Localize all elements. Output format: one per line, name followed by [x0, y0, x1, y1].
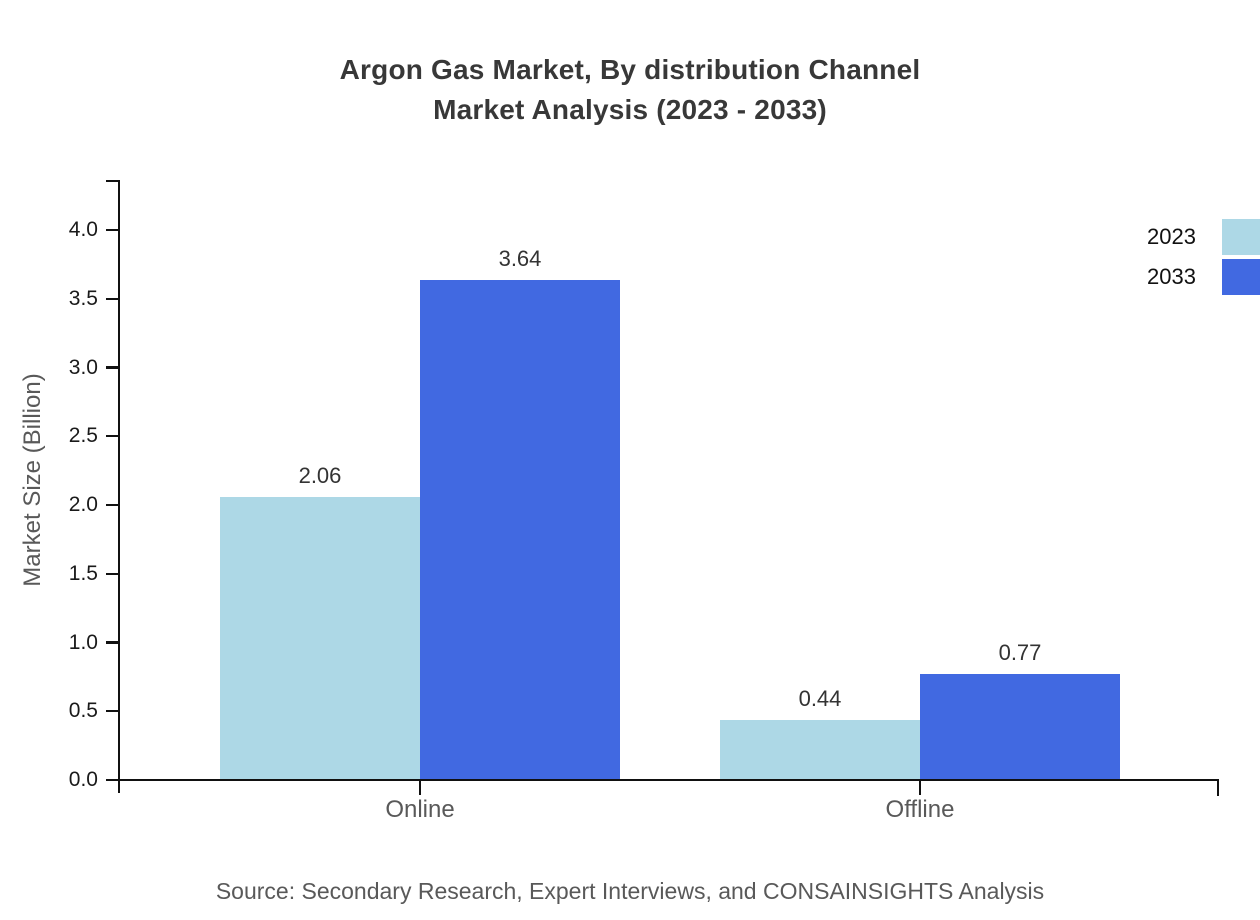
y-tick-label: 1.5	[68, 561, 98, 585]
y-tick-mark	[106, 710, 119, 713]
legend-swatch-2023	[1222, 219, 1260, 255]
y-axis-title: Market Size (Billion)	[19, 373, 46, 587]
x-tick-mark-online	[418, 781, 422, 796]
bar-online-2023	[220, 496, 420, 779]
y-tick-label: 0.5	[68, 699, 98, 723]
y-tick-label: 2.5	[68, 424, 98, 448]
value-label-online-2023: 2.06	[298, 462, 342, 488]
bar-offline-2023	[720, 719, 920, 779]
legend-label-2033: 2033	[1147, 263, 1196, 289]
y-tick-mark	[106, 641, 119, 644]
bar-online-2033	[420, 279, 620, 779]
legend-swatch-2033	[1222, 258, 1260, 295]
value-label-offline-2023: 0.44	[798, 685, 842, 711]
chart-title-line-2: Market Analysis (2023 - 2033)	[433, 94, 827, 125]
y-tick-mark	[106, 228, 119, 232]
y-axis-spine	[117, 180, 121, 793]
value-label-online-2033: 3.64	[498, 245, 542, 271]
y-tick-label: 3.0	[68, 355, 98, 379]
y-tick-mark	[106, 435, 119, 438]
value-label-offline-2033: 0.77	[998, 640, 1042, 666]
y-tick-mark	[106, 297, 119, 300]
y-tick-label: 3.5	[68, 286, 98, 310]
bar-offline-2033	[920, 674, 1120, 779]
y-tick-mark	[106, 366, 119, 369]
x-axis-line	[117, 778, 1219, 782]
y-tick-label: 2.0	[68, 493, 98, 516]
x-category-label-online: Online	[385, 796, 455, 823]
x-tick-mark-offline	[918, 781, 922, 796]
y-tick-label: 4.0	[68, 218, 98, 241]
chart-title: Argon Gas Market, By distribution Channe…	[0, 50, 1260, 130]
y-tick-label: 0.0	[68, 768, 98, 791]
source-text: Source: Secondary Research, Expert Inter…	[215, 878, 1045, 904]
y-axis-top-cap	[106, 180, 119, 183]
legend-label-2023: 2023	[1147, 224, 1196, 249]
y-tick-mark	[106, 503, 119, 507]
x-category-label-offline: Offline	[885, 796, 955, 823]
y-tick-label: 1.0	[68, 630, 98, 654]
x-axis-right-cap	[1216, 778, 1219, 796]
y-tick-mark	[106, 572, 119, 575]
chart-title-line-1: Argon Gas Market, By distribution Channe…	[339, 54, 921, 85]
y-tick-mark	[106, 778, 119, 782]
